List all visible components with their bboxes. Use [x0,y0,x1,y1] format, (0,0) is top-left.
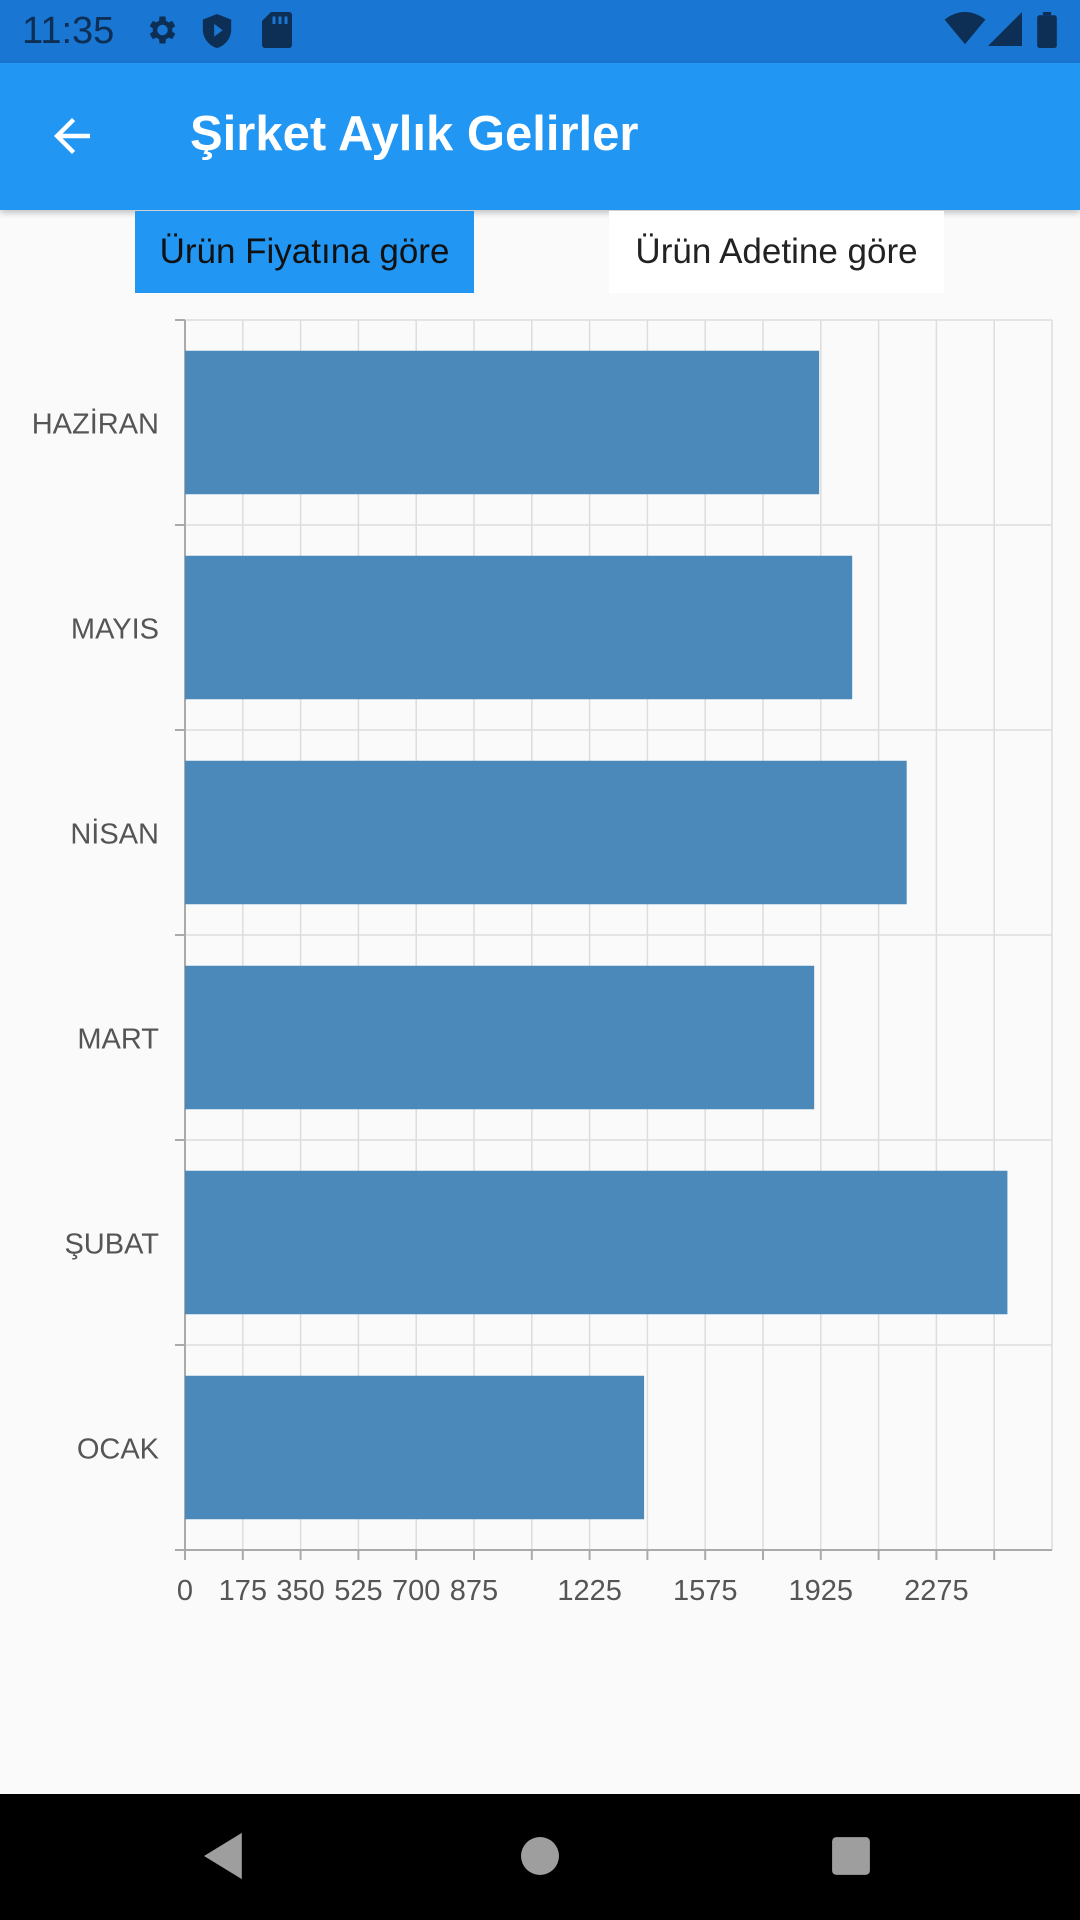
chart-bar [185,760,907,905]
price-tab-button[interactable]: Ürün Fiyatına göre [135,211,474,293]
back-triangle-icon[interactable] [204,1832,246,1880]
y-axis-category-label: NİSAN [70,818,159,851]
chart-bar [185,1375,645,1520]
navigation-bar [0,1794,1080,1920]
x-axis-tick-label: 2275 [904,1575,969,1607]
status-bar: 11:35 [0,0,1080,63]
back-arrow-icon[interactable] [42,109,102,163]
x-axis-tick-label: 0 [177,1575,193,1607]
y-axis-category-label: MART [77,1024,159,1056]
home-circle-icon[interactable] [520,1832,560,1880]
x-axis-tick-label: 1225 [557,1575,622,1607]
signal-icon [988,12,1022,46]
page-title: Şirket Aylık Gelirler [190,107,639,161]
x-axis-tick-label: 525 [334,1575,382,1607]
x-axis-tick-label: 1575 [673,1575,738,1607]
quantity-tab-button[interactable]: Ürün Adetine göre [609,211,944,293]
revenue-bar-chart: HAZİRAN MAYIS NİSAN MART ŞUBAT OCAK 0 175 350 525… [0,300,1080,1620]
chart-bar [185,350,820,495]
chart-svg: HAZİRAN MAYIS NİSAN MART ŞUBAT OCAK 0 175 350 525… [32,319,1053,1607]
gear-icon [149,16,176,44]
x-axis-tick-label: 1925 [789,1575,854,1607]
wifi-icon [944,12,986,45]
x-axis-tick-label: 875 [450,1575,498,1607]
recents-square-icon[interactable] [830,1832,872,1880]
sd-card-icon [262,12,292,48]
y-axis-category-label: OCAK [77,1434,160,1466]
battery-icon [1037,12,1057,48]
x-axis-tick-label: 175 [219,1575,267,1607]
shield-icon [202,14,232,48]
status-time: 11:35 [22,10,115,52]
y-axis-category-label: HAZİRAN [32,408,159,441]
y-axis-category-label: MAYIS [71,614,159,646]
x-axis-tick-label: 700 [392,1575,440,1607]
app-bar: Şirket Aylık Gelirler [0,63,1080,210]
chart-bar [185,1170,1008,1315]
chart-bar [185,555,853,700]
x-axis-tick-label: 350 [276,1575,324,1607]
y-axis-category-label: ŞUBAT [64,1229,159,1261]
chart-bar [185,965,815,1110]
